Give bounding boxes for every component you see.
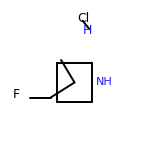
Text: NH: NH (96, 77, 113, 87)
Text: Cl: Cl (77, 12, 90, 25)
Text: H: H (83, 24, 92, 36)
Text: F: F (13, 88, 20, 101)
